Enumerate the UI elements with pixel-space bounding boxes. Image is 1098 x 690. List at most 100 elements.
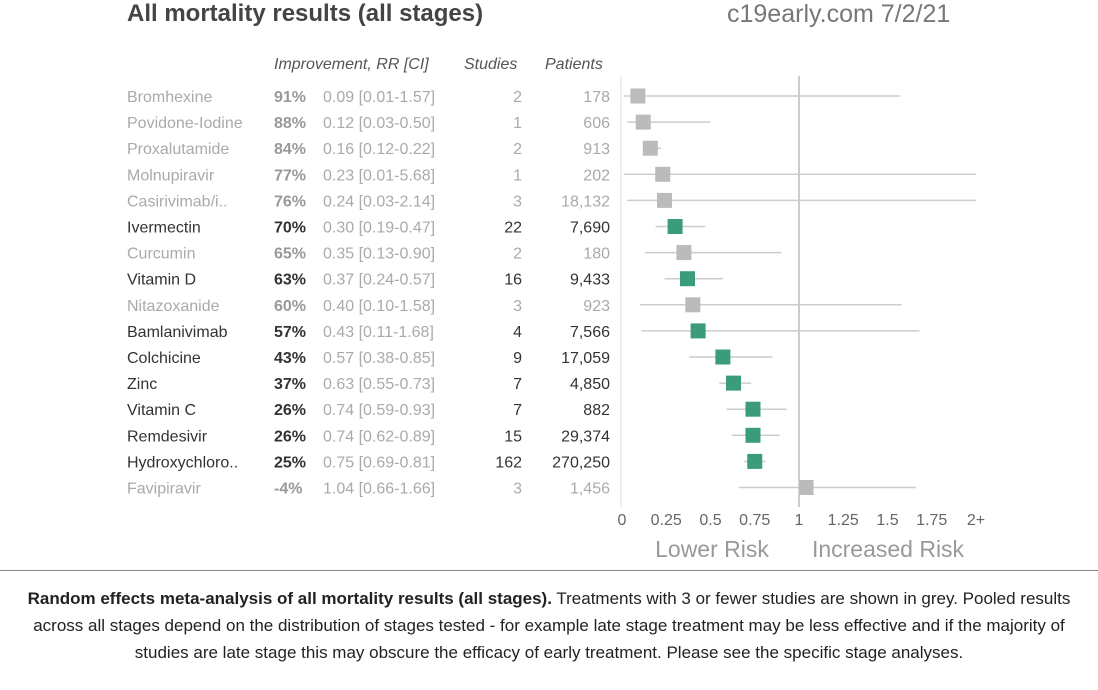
- row-studies: 16: [504, 272, 522, 289]
- row-studies: 15: [504, 428, 522, 445]
- rr-marker: [798, 480, 814, 495]
- header-patients: Patients: [545, 56, 603, 73]
- row-patients: 606: [583, 115, 610, 132]
- x-tick-label: 1.75: [916, 512, 947, 529]
- rr-marker: [745, 401, 761, 417]
- x-tick-label: 1.5: [876, 512, 898, 529]
- rr-marker: [667, 219, 683, 234]
- row-name: Remdesivir: [127, 428, 208, 445]
- row-name: Ivermectin: [127, 220, 201, 237]
- row-patients: 29,374: [561, 428, 610, 445]
- row-patients: 270,250: [552, 454, 610, 471]
- row-improvement: 25%: [274, 454, 306, 471]
- row-improvement: 43%: [274, 350, 306, 367]
- rr-marker: [747, 453, 763, 469]
- x-tick-label: 0: [618, 512, 627, 529]
- row-studies: 9: [513, 350, 522, 367]
- row-improvement: 65%: [274, 246, 306, 263]
- rr-marker: [685, 297, 701, 313]
- row-rr-ci: 0.35 [0.13-0.90]: [323, 246, 435, 263]
- row-studies: 3: [513, 193, 522, 210]
- row-improvement: 77%: [274, 167, 306, 184]
- row-improvement: 60%: [274, 298, 306, 315]
- x-tick-label: 0.5: [699, 512, 721, 529]
- row-patients: 9,433: [570, 272, 610, 289]
- rr-marker: [715, 349, 731, 365]
- row-patients: 17,059: [561, 350, 610, 367]
- caption-text: Treatments with 3 or fewer studies are s…: [33, 589, 1071, 662]
- row-rr-ci: 0.30 [0.19-0.47]: [323, 220, 435, 237]
- row-improvement: 63%: [274, 272, 306, 289]
- row-patients: 882: [583, 402, 610, 419]
- source-label: c19early.com 7/2/21: [727, 0, 951, 28]
- rr-marker: [745, 427, 761, 443]
- row-studies: 7: [513, 402, 522, 419]
- row-improvement: 84%: [274, 141, 306, 158]
- row-studies: 22: [504, 220, 522, 237]
- increased-risk-label: Increased Risk: [812, 536, 965, 562]
- row-studies: 1: [513, 167, 522, 184]
- x-tick-label: 2+: [967, 512, 985, 529]
- row-rr-ci: 0.23 [0.01-5.68]: [323, 167, 435, 184]
- row-name: Colchicine: [127, 350, 201, 367]
- row-name: Hydroxychloro..: [127, 454, 238, 471]
- row-rr-ci: 0.37 [0.24-0.57]: [323, 272, 435, 289]
- row-rr-ci: 0.43 [0.11-1.68]: [323, 324, 434, 341]
- lower-risk-label: Lower Risk: [655, 536, 769, 562]
- row-studies: 162: [495, 454, 522, 471]
- row-studies: 7: [513, 376, 522, 393]
- row-improvement: 88%: [274, 115, 306, 132]
- x-tick-label: 0.75: [739, 512, 770, 529]
- header-studies: Studies: [464, 56, 518, 73]
- forest-plot: Bromhexine 91% 0.09 [0.01-1.57] 2 178 Povidon…: [127, 76, 985, 562]
- rr-marker: [679, 271, 695, 287]
- row-name: Bamlanivimab: [127, 324, 228, 341]
- row-name: Molnupiravir: [127, 167, 215, 184]
- row-patients: 4,850: [570, 376, 610, 393]
- row-rr-ci: 0.24 [0.03-2.14]: [323, 193, 435, 210]
- row-rr-ci: 0.12 [0.03-0.50]: [323, 115, 435, 132]
- row-studies: 2: [513, 246, 522, 263]
- rr-marker: [656, 192, 672, 208]
- row-patients: 7,566: [570, 324, 610, 341]
- x-tick-label: 0.25: [651, 512, 682, 529]
- figure-caption: Random effects meta-analysis of all mort…: [0, 570, 1098, 690]
- rr-marker: [630, 88, 646, 104]
- row-patients: 923: [583, 298, 610, 315]
- rr-marker: [642, 140, 658, 156]
- row-improvement: 91%: [274, 89, 306, 106]
- row-rr-ci: 1.04 [0.66-1.66]: [323, 481, 435, 498]
- x-tick-label: 1.25: [828, 512, 859, 529]
- row-studies: 4: [513, 324, 522, 341]
- row-rr-ci: 0.74 [0.62-0.89]: [323, 428, 435, 445]
- row-name: Vitamin D: [127, 272, 196, 289]
- row-patients: 913: [583, 141, 610, 158]
- row-rr-ci: 0.40 [0.10-1.58]: [323, 298, 435, 315]
- row-rr-ci: 0.75 [0.69-0.81]: [323, 454, 435, 471]
- chart-title: All mortality results (all stages): [127, 0, 484, 27]
- row-name: Zinc: [127, 376, 157, 393]
- row-rr-ci: 0.16 [0.12-0.22]: [323, 141, 435, 158]
- rr-marker: [690, 323, 706, 339]
- row-studies: 3: [513, 298, 522, 315]
- row-studies: 1: [513, 115, 522, 132]
- row-rr-ci: 0.57 [0.38-0.85]: [323, 350, 435, 367]
- header-improvement: Improvement, RR [CI]: [274, 56, 429, 73]
- caption-bold: Random effects meta-analysis of all mort…: [27, 589, 552, 608]
- row-name: Proxalutamide: [127, 141, 229, 158]
- row-name: Nitazoxanide: [127, 298, 220, 315]
- row-name: Vitamin C: [127, 402, 196, 419]
- row-rr-ci: 0.09 [0.01-1.57]: [323, 89, 435, 106]
- row-name: Curcumin: [127, 246, 195, 263]
- row-patients: 7,690: [570, 220, 610, 237]
- row-name: Favipiravir: [127, 481, 201, 498]
- row-improvement: 26%: [274, 428, 306, 445]
- row-studies: 2: [513, 89, 522, 106]
- row-studies: 2: [513, 141, 522, 158]
- row-patients: 180: [583, 246, 610, 263]
- rr-marker: [676, 245, 692, 261]
- row-name: Bromhexine: [127, 89, 212, 106]
- x-tick-label: 1: [795, 512, 804, 529]
- row-patients: 178: [583, 89, 610, 106]
- row-improvement: -4%: [274, 481, 302, 498]
